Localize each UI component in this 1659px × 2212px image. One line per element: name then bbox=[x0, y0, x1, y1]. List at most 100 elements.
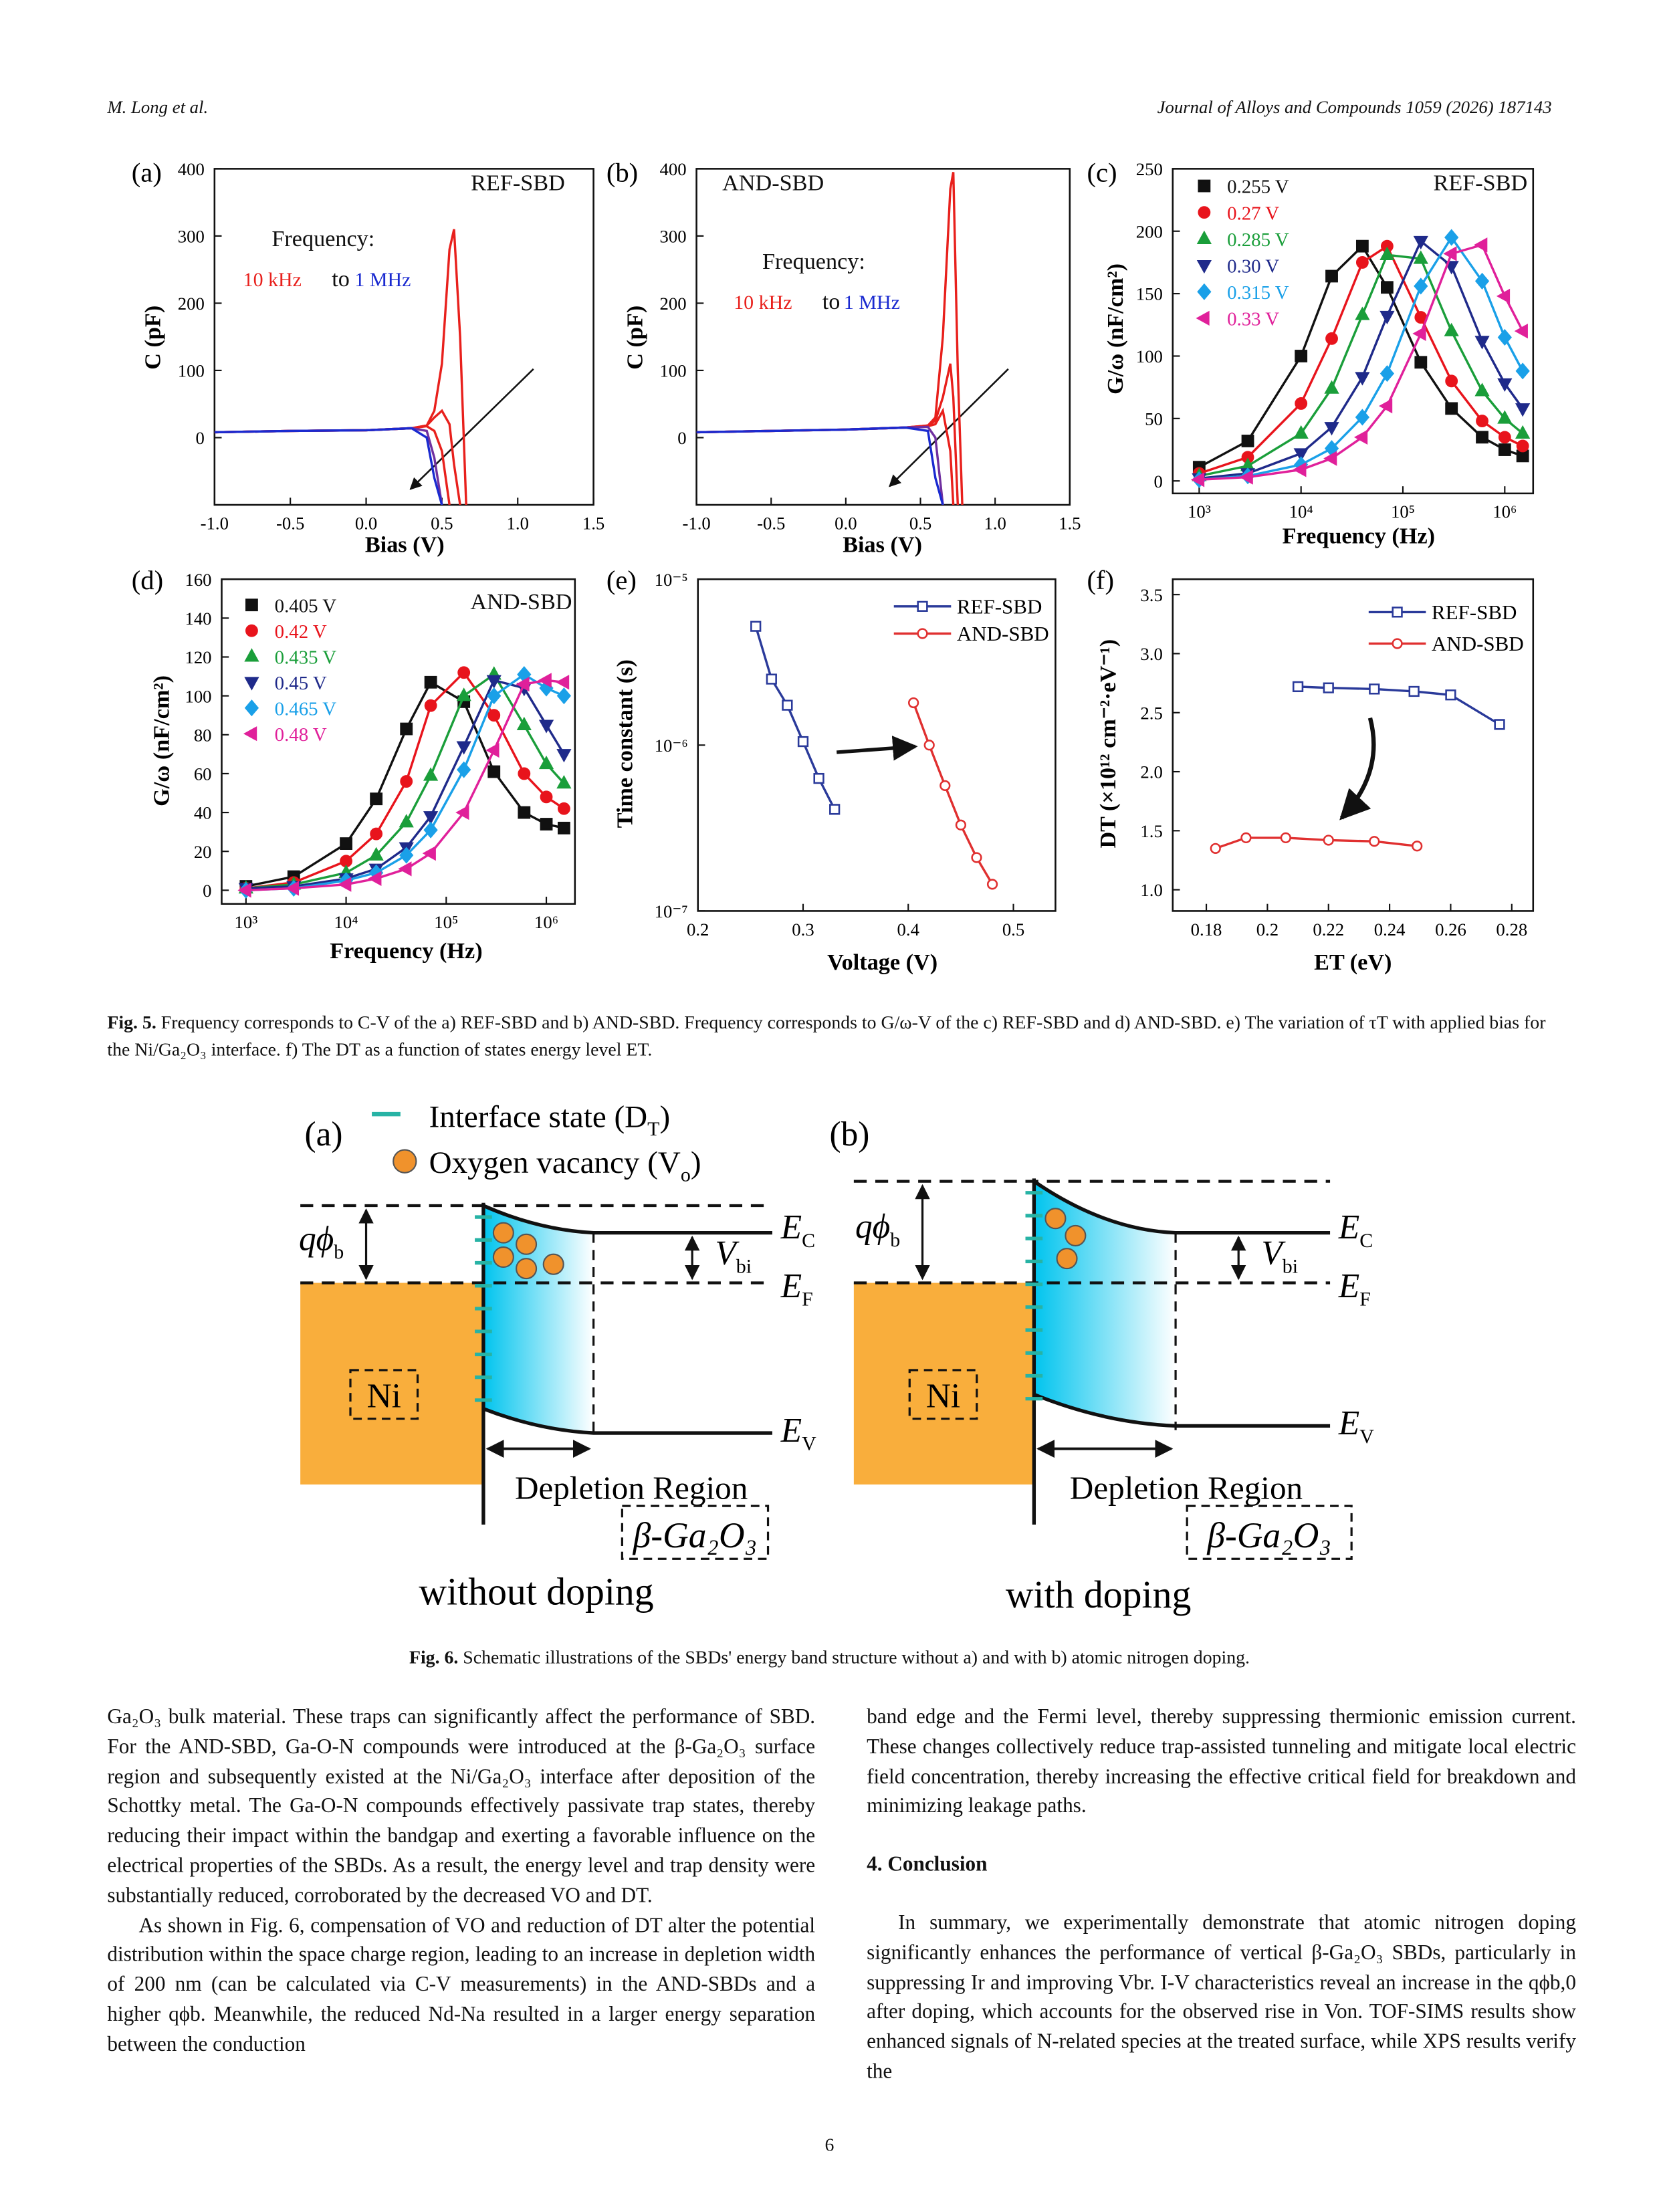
x-tick-label: 0.28 bbox=[1496, 919, 1527, 939]
y-tick-label: 60 bbox=[194, 764, 212, 784]
y-tick-label: 2.0 bbox=[1140, 762, 1162, 782]
marker bbox=[1353, 429, 1368, 445]
marker bbox=[556, 687, 572, 705]
marker bbox=[1498, 431, 1511, 444]
marker bbox=[766, 673, 777, 685]
marker bbox=[245, 624, 258, 637]
label-sub: F bbox=[802, 1289, 813, 1311]
y-tick-label: 120 bbox=[185, 647, 211, 667]
annotation: Frequency: bbox=[762, 249, 865, 274]
marker bbox=[1240, 832, 1252, 844]
marker bbox=[540, 818, 553, 831]
series-line bbox=[696, 426, 944, 505]
chart: (e) 0.2 0.3 0.4 0.5 10⁻⁷ 10⁻⁶ 10⁻⁵ Voltage (V) Ti… bbox=[606, 565, 1057, 975]
marker bbox=[538, 755, 554, 770]
marker bbox=[1293, 425, 1309, 439]
marker bbox=[485, 742, 500, 758]
marker bbox=[1324, 380, 1339, 394]
marker bbox=[1369, 683, 1380, 695]
marker bbox=[456, 741, 471, 755]
x-tick-label: 0.5 bbox=[431, 513, 453, 533]
marker bbox=[986, 879, 998, 890]
ev-label: EV bbox=[1338, 1404, 1374, 1448]
label-sub: C bbox=[802, 1230, 815, 1252]
panel-label: (c) bbox=[1087, 158, 1117, 188]
marker bbox=[1239, 469, 1253, 485]
marker bbox=[1443, 246, 1457, 261]
depletion-label: Depletion Region bbox=[1070, 1469, 1303, 1506]
paragraph: band edge and the Fermi level, thereby s… bbox=[867, 1706, 1576, 1819]
valence-band bbox=[482, 1407, 772, 1435]
page-number: 6 bbox=[824, 2134, 835, 2156]
marker bbox=[1380, 281, 1394, 294]
oxygen-vacancy bbox=[1056, 1248, 1078, 1270]
plot-frame bbox=[221, 578, 576, 905]
marker bbox=[1241, 435, 1254, 447]
legend-label: 0.42 V bbox=[275, 621, 327, 643]
y-tick-label: 100 bbox=[660, 361, 687, 381]
marker bbox=[797, 736, 809, 748]
y-tick-label: 200 bbox=[660, 294, 687, 314]
marker bbox=[1196, 310, 1210, 326]
marker bbox=[1355, 306, 1370, 320]
figure-5-caption: Fig. 5. Frequency corresponds to C-V of … bbox=[107, 1008, 1551, 1063]
marker bbox=[1445, 402, 1458, 415]
x-tick-label: 10³ bbox=[234, 912, 257, 932]
marker bbox=[237, 883, 251, 898]
oxygen-vacancy bbox=[542, 1253, 564, 1275]
caption-text: Schematic illustrations of the SBDs' ene… bbox=[463, 1646, 1250, 1668]
marker bbox=[1355, 239, 1369, 253]
marker bbox=[423, 811, 439, 825]
marker bbox=[340, 837, 352, 851]
y-tick-label: 10⁻⁷ bbox=[655, 901, 688, 921]
marker bbox=[368, 847, 384, 861]
marker bbox=[1196, 259, 1212, 274]
metal bbox=[300, 1283, 483, 1485]
marker bbox=[1515, 403, 1531, 417]
x-tick-label: 10⁵ bbox=[434, 912, 458, 932]
y-tick-label: 20 bbox=[194, 842, 212, 862]
label-sub: V bbox=[1359, 1426, 1374, 1448]
x-tick-label: 10⁴ bbox=[1289, 502, 1313, 522]
semiconductor-label: β-Ga₂O₃ bbox=[633, 1515, 758, 1555]
marker bbox=[422, 846, 436, 861]
marker bbox=[971, 852, 982, 863]
marker bbox=[1392, 638, 1403, 649]
panel-caption: without doping bbox=[419, 1571, 653, 1614]
marker bbox=[244, 699, 259, 717]
x-tick-label: 0.26 bbox=[1435, 919, 1466, 939]
marker bbox=[244, 648, 259, 662]
y-tick-label: 1.0 bbox=[1140, 880, 1162, 900]
semiconductor-label: β-Ga₂O₃ bbox=[1206, 1515, 1331, 1555]
marker bbox=[1198, 206, 1211, 219]
panel-label: (b) bbox=[606, 158, 638, 188]
series-line bbox=[214, 427, 443, 505]
y-tick-label: 150 bbox=[1136, 284, 1163, 304]
marker bbox=[370, 792, 383, 806]
marker bbox=[1292, 681, 1304, 693]
panel-label: (a) bbox=[305, 1115, 343, 1153]
marker bbox=[1324, 422, 1339, 436]
valence-band bbox=[1033, 1392, 1331, 1428]
marker bbox=[457, 761, 471, 778]
legend-label: 0.27 V bbox=[1227, 203, 1279, 224]
x-tick-label: 0.2 bbox=[687, 919, 709, 939]
label-sub: bi bbox=[736, 1256, 752, 1278]
y-tick-label: 50 bbox=[1145, 409, 1163, 429]
ev-label: EV bbox=[780, 1412, 816, 1455]
barrier-label: qϕb bbox=[855, 1208, 900, 1251]
x-tick-label: 10⁶ bbox=[534, 912, 558, 932]
marker bbox=[244, 677, 259, 691]
annotation: AND-SBD bbox=[722, 171, 824, 195]
legend-label: 0.465 V bbox=[275, 698, 337, 720]
y-axis-label: G/ω (nF/cm²) bbox=[149, 675, 174, 806]
metal-box bbox=[349, 1369, 419, 1420]
x-tick-label: -0.5 bbox=[757, 513, 785, 533]
marker bbox=[1355, 372, 1370, 386]
series-group bbox=[214, 229, 467, 505]
y-tick-label: 200 bbox=[1136, 221, 1163, 241]
annotation: REF-SBD bbox=[1434, 171, 1528, 195]
